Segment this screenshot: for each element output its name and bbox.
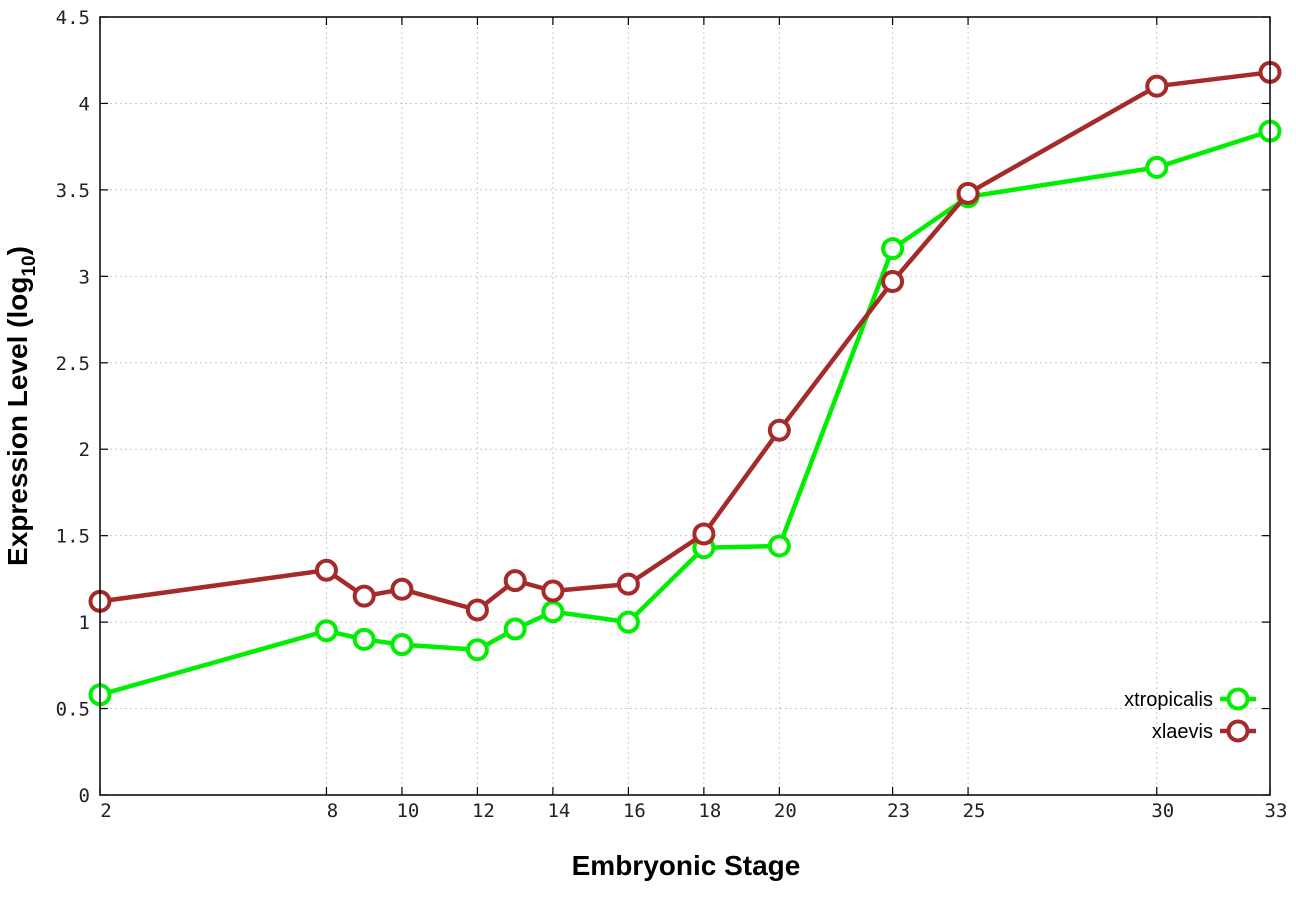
x-tick-label: 18 (698, 800, 721, 822)
x-tick-label: 14 (547, 800, 570, 822)
x-tick-label: 30 (1151, 800, 1174, 822)
data-point-xtropicalis (314, 619, 338, 643)
y-axis-title-subscript: 10 (19, 255, 40, 276)
y-axis-title-main: Expression Level (log (2, 277, 33, 566)
legend-label: xtropicalis (1124, 689, 1213, 711)
x-tick-label: 12 (472, 800, 495, 822)
y-tick-label: 0 (79, 785, 90, 807)
plot-frame (99, 16, 1271, 796)
y-tick-label: 3 (79, 266, 90, 288)
series-line-xlaevis (99, 70, 1271, 613)
data-point-xlaevis (881, 270, 905, 294)
y-axis-title: Expression Level (log10) (2, 246, 40, 566)
legend-item-xlaevis: xlaevis (1152, 719, 1256, 743)
data-point-xtropicalis (541, 600, 565, 624)
x-axis-title: Embryonic Stage (572, 850, 801, 881)
data-point-xlaevis (352, 584, 376, 608)
data-point-xlaevis (692, 522, 716, 546)
y-tick-label: 1 (79, 612, 90, 634)
y-tick-label: 1.5 (56, 526, 90, 548)
data-point-xtropicalis (881, 237, 905, 261)
data-point-xlaevis (465, 598, 489, 622)
x-tick-label: 25 (963, 800, 986, 822)
y-tick-label: 3.5 (56, 180, 90, 202)
data-point-xtropicalis (1145, 155, 1169, 179)
data-point-xtropicalis (352, 627, 376, 651)
x-tick-label: 10 (396, 800, 419, 822)
series-layer (88, 60, 1282, 707)
x-tick-label: 33 (1265, 800, 1288, 822)
data-point-xtropicalis (616, 610, 640, 634)
data-point-xtropicalis (767, 534, 791, 558)
y-tick-label: 2 (79, 439, 90, 461)
data-point-xlaevis (956, 181, 980, 205)
x-tick-label: 20 (774, 800, 797, 822)
legend-label: xlaevis (1152, 721, 1213, 743)
grid (100, 17, 1270, 795)
data-point-xlaevis (503, 569, 527, 593)
data-point-xlaevis (767, 418, 791, 442)
x-tick-label: 23 (887, 800, 910, 822)
data-point-xtropicalis (465, 638, 489, 662)
data-point-xtropicalis (503, 617, 527, 641)
series-xtropicalis (88, 119, 1282, 707)
y-axis-title-close: ) (2, 246, 33, 255)
x-tick-label: 8 (327, 800, 338, 822)
x-tick-label: 16 (623, 800, 646, 822)
y-tick-label: 2.5 (56, 353, 90, 375)
data-point-xlaevis (314, 558, 338, 582)
x-tick-label: 2 (100, 800, 111, 822)
data-point-xlaevis (390, 577, 414, 601)
data-point-xtropicalis (390, 633, 414, 657)
legend-marker (1226, 687, 1250, 711)
legend-marker (1226, 719, 1250, 743)
y-tick-label: 0.5 (56, 699, 90, 721)
data-point-xlaevis (616, 572, 640, 596)
data-point-xlaevis (541, 579, 565, 603)
y-tick-label: 4 (79, 93, 90, 115)
y-tick-label: 4.5 (56, 7, 90, 29)
data-point-xlaevis (1145, 74, 1169, 98)
legend: xtropicalis xlaevis (1124, 687, 1256, 743)
axis-ticks: 0 0.5 1 1.5 2 2.5 3 3.5 4 4.5 2 8 10 12 14 16 18 20 23 25 30… (56, 7, 1288, 822)
series-line-xtropicalis (99, 128, 1271, 697)
legend-item-xtropicalis: xtropicalis (1124, 687, 1256, 711)
